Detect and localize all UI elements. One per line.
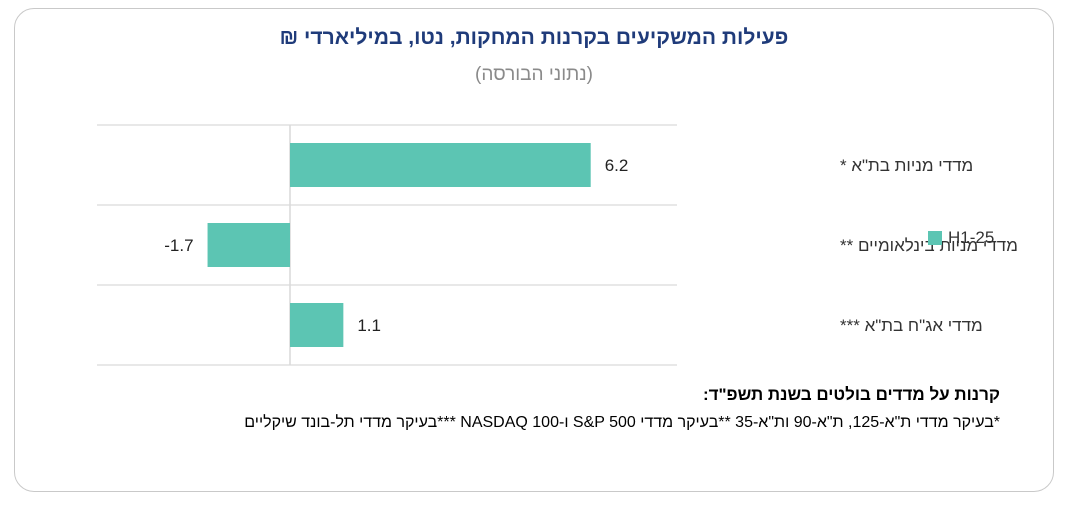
category-label: מדדי מניות בת"א * bbox=[840, 156, 973, 175]
legend-label: H1-25 bbox=[948, 228, 995, 247]
category-label: מדדי מניות בינלאומיים ** bbox=[840, 236, 1018, 255]
data-label: 6.2 bbox=[605, 156, 629, 175]
notes-body: *בעיקר מדדי ת"א-125, ת"א-90 ות"א-35 **בע… bbox=[244, 414, 1000, 431]
data-label: 1.1 bbox=[357, 316, 381, 335]
bar bbox=[290, 303, 344, 347]
legend-swatch bbox=[928, 231, 942, 245]
bar bbox=[207, 223, 290, 267]
chart-title: פעילות המשקיעים בקרנות המחקות, נטו, במיל… bbox=[279, 26, 789, 49]
category-label: מדדי אג"ח בת"א *** bbox=[840, 316, 983, 335]
bar bbox=[290, 143, 591, 187]
data-label: -1.7 bbox=[164, 236, 193, 255]
legend: H1-25 bbox=[928, 228, 994, 248]
notes-heading: קרנות על מדדים בולטים בשנת תשפ"ד: bbox=[702, 385, 1000, 404]
chart-card bbox=[14, 8, 1054, 492]
chart-subtitle: (נתוני הבורסה) bbox=[475, 64, 593, 85]
